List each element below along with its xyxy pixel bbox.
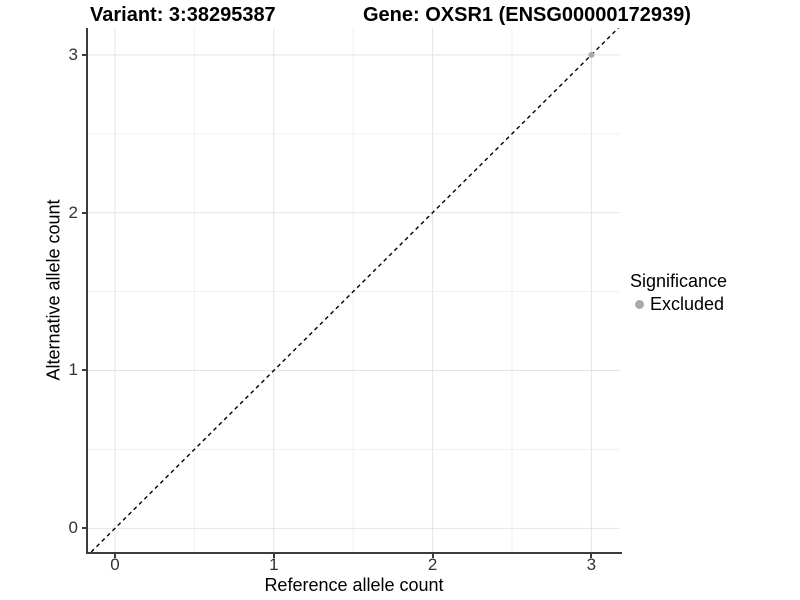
x-tick-mark xyxy=(272,554,275,558)
y-tick-mark xyxy=(82,53,86,56)
y-tick-label: 1 xyxy=(68,360,78,380)
x-tick-mark xyxy=(113,554,116,558)
y-axis-title: Alternative allele count xyxy=(43,199,64,381)
legend-point-icon xyxy=(634,300,644,309)
legend: Significance Excluded xyxy=(630,271,727,314)
x-tick-mark xyxy=(431,554,434,558)
plot-title-gene: Gene: OXSR1 (ENSG00000172939) xyxy=(363,4,691,26)
x-axis-line xyxy=(86,552,622,554)
data-point xyxy=(588,51,595,58)
y-tick-mark xyxy=(82,211,86,214)
legend-title: Significance xyxy=(630,271,728,291)
legend-key xyxy=(630,296,648,314)
plot-panel xyxy=(88,28,620,552)
x-tick-mark xyxy=(590,554,593,558)
chart-canvas xyxy=(88,28,620,552)
plot-title-variant: Variant: 3:38295387 xyxy=(90,4,276,26)
y-tick-mark xyxy=(82,369,86,372)
legend-entry-label: Excluded xyxy=(650,294,725,314)
y-axis-line xyxy=(86,28,88,554)
y-tick-label: 0 xyxy=(68,518,78,538)
x-tick-label: 2 xyxy=(427,555,438,574)
legend-entry: Excluded xyxy=(630,294,727,314)
x-tick-label: 1 xyxy=(269,555,279,574)
y-tick-label: 2 xyxy=(68,202,78,222)
x-axis-title: Reference allele count xyxy=(264,575,444,595)
x-tick-label: 3 xyxy=(586,555,597,574)
y-tick-mark xyxy=(82,527,86,530)
y-tick-label: 3 xyxy=(68,44,78,64)
legend-entries: Excluded xyxy=(630,294,727,314)
x-tick-label: 0 xyxy=(110,555,120,574)
identity-line xyxy=(90,28,619,552)
